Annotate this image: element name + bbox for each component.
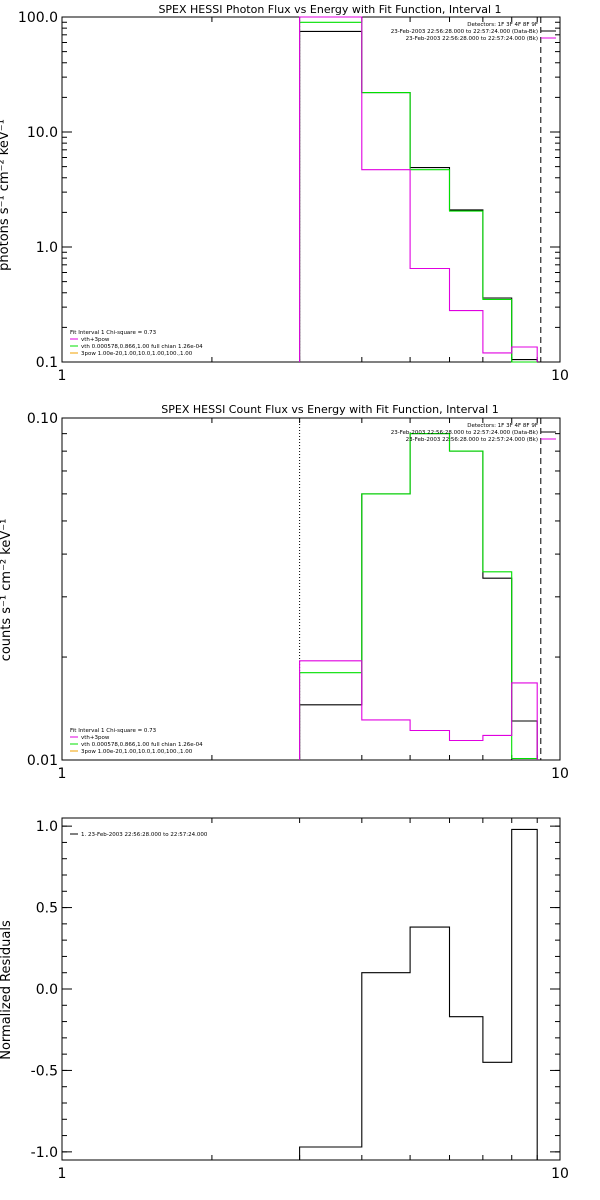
photon-flux-ylabel: photons s⁻¹ cm⁻² keV⁻¹ [0, 119, 12, 271]
x-tick-label: 1 [58, 766, 67, 782]
x-tick-label: 1 [58, 368, 67, 384]
y-tick-label: 1.0 [36, 819, 58, 835]
legend-left-entry: vth+3pow [81, 735, 110, 741]
count-flux-ylabel: counts s⁻¹ cm⁻² keV⁻¹ [0, 519, 14, 662]
legend-left-entry: Fit Interval 1 Chi-square = 0.73 [70, 330, 157, 336]
plot-frame [61, 16, 561, 363]
y-tick-label: -0.5 [31, 1063, 58, 1079]
series-green-histogram [299, 433, 538, 760]
legend-right-entry: 23-Feb-2003 22:56:28.000 to 22:57:24.000… [406, 437, 538, 443]
series-black-histogram [299, 433, 538, 760]
y-tick-label: 0.0 [36, 982, 58, 998]
series-black-histogram [299, 828, 538, 1160]
y-tick-label: 1.0 [36, 240, 58, 256]
legend-right-entry: Detectors: 1F 3F 4F 8F 9F [467, 22, 538, 28]
y-tick-label: -1.0 [31, 1145, 58, 1161]
count-flux-title: SPEX HESSI Count Flux vs Energy with Fit… [161, 403, 498, 416]
y-tick-label: 100.0 [18, 10, 58, 26]
residuals-ylabel: Normalized Residuals [0, 920, 14, 1060]
legend-left-entry: 1. 23-Feb-2003 22:56:28.000 to 22:57:24.… [81, 832, 208, 838]
y-tick-label: 0.5 [36, 901, 58, 917]
series-magenta-histogram [299, 16, 538, 362]
series-green-histogram [299, 21, 538, 363]
legend-left-entry: vth 0.000578,0.866,1.00 full chian 1.26e… [81, 742, 203, 748]
plot-frame [61, 417, 561, 761]
photon-flux-panel: SPEX HESSI Photon Flux vs Energy with Fi… [0, 3, 569, 384]
legend-right-entry: Detectors: 1F 3F 4F 8F 9F [467, 423, 538, 429]
photon-flux-title: SPEX HESSI Photon Flux vs Energy with Fi… [158, 3, 501, 16]
x-tick-label: 10 [551, 1166, 569, 1182]
plot-frame [61, 817, 561, 1161]
y-tick-label: 0.1 [36, 355, 58, 371]
legend-right-entry: 23-Feb-2003 22:56:28.000 to 22:57:24.000… [391, 430, 538, 436]
series-magenta-histogram [299, 660, 538, 760]
x-tick-label: 10 [551, 766, 569, 782]
legend-left-entry: vth 0.000578,0.866,1.00 full chian 1.26e… [81, 344, 203, 350]
residuals-panel: Normalized Residuals 1 10 -1.0 -0.5 0.0 0.5 1.… [0, 817, 569, 1182]
count-flux-panel: SPEX HESSI Count Flux vs Energy with Fit… [0, 403, 569, 782]
x-tick-label: 1 [58, 1166, 67, 1182]
y-tick-label: 10.0 [27, 125, 58, 141]
x-tick-label: 10 [551, 368, 569, 384]
legend-right-entry: 23-Feb-2003 22:56:28.000 to 22:57:24.000… [406, 36, 538, 42]
legend-left-entry: vth+3pow [81, 337, 110, 343]
y-tick-label: 0.01 [27, 753, 58, 769]
series-black-histogram [299, 30, 538, 362]
legend-right-entry: 23-Feb-2003 22:56:28.000 to 22:57:24.000… [391, 29, 538, 35]
y-tick-label: 0.10 [27, 411, 58, 427]
legend-left-entry: Fit Interval 1 Chi-square = 0.73 [70, 728, 157, 734]
legend-left-entry: 3pow 1.00e-20,1.00,10.0,1.00,100.,1.00 [81, 749, 193, 755]
legend-left-entry: 3pow 1.00e-20,1.00,10.0,1.00,100.,1.00 [81, 351, 193, 357]
